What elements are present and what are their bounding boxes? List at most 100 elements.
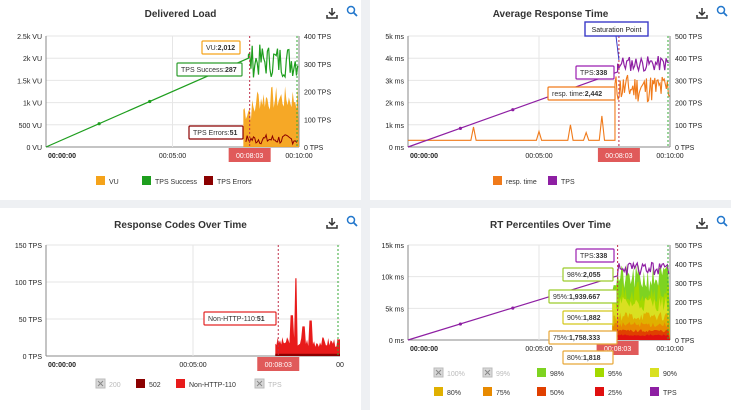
- y-tick-label: 5k ms: [385, 34, 404, 41]
- y-right-tick-label: 200 TPS: [304, 90, 331, 97]
- tooltip-p80: 80%:1,818: [567, 355, 601, 362]
- legend-label: Non-HTTP-110: [189, 382, 236, 389]
- legend-label: TPS Errors: [217, 179, 252, 186]
- x-tick-label: 00:10:00: [656, 346, 683, 353]
- legend-label: TPS: [663, 390, 677, 397]
- legend-swatch: [176, 379, 185, 388]
- data-point: [148, 99, 152, 104]
- tooltip-box: [547, 86, 616, 101]
- y-tick-label: 15k ms: [381, 243, 404, 250]
- legend-swatch: [548, 176, 557, 185]
- resp-time-line: [408, 74, 670, 141]
- tooltip-box: [575, 248, 615, 263]
- y-tick-label: 5k ms: [385, 306, 404, 313]
- y-tick-label: 0 VU: [26, 145, 42, 152]
- y-right-tick-label: 0 TPS: [675, 145, 695, 152]
- delivered-load-chart[interactable]: 0 VU 500 VU 1k VU 1.5k VU 2k VU 2.5k VU 0 TPS 1…: [0, 0, 361, 200]
- legend-swatch: [537, 387, 546, 396]
- data-point: [97, 122, 101, 126]
- x-tick-label: 00:10:00: [285, 153, 312, 160]
- x-tick-label: 00:00:00: [410, 346, 438, 353]
- x-tick-label: 00: [336, 362, 344, 369]
- y-right-tick-label: 400 TPS: [304, 34, 331, 41]
- rt-percentiles-chart[interactable]: 0 ms 5k ms 10k ms 15k ms 0 TPS 100 TPS 200 TPS…: [370, 208, 731, 410]
- tooltip-non-http-110: Non-HTTP-110:51: [208, 316, 265, 323]
- tooltip-box: [562, 350, 614, 365]
- tps-errors-line: [245, 133, 299, 146]
- legend-label: 95%: [608, 371, 622, 378]
- tooltip-box: [201, 40, 241, 55]
- cursor-time-box: [228, 148, 271, 162]
- chart-title: Response Codes Over Time: [114, 220, 247, 231]
- zoom-icon[interactable]: [345, 4, 359, 18]
- response-codes-panel: Response Codes Over Time 0 TPS 50 TPS 100 …: [0, 208, 361, 410]
- tooltip-vu: VU:2,012: [206, 45, 235, 52]
- y-tick-label: 3k ms: [385, 78, 404, 85]
- cursor-time-box: [597, 148, 640, 162]
- cursor-time-box: [257, 357, 300, 371]
- y-right-tick-label: 100 TPS: [304, 117, 331, 124]
- average-response-time-panel: Average Response Time 0 ms 1k ms 2k ms 3k m…: [370, 0, 731, 200]
- legend-label: TPS: [268, 382, 282, 389]
- legend-label: VU: [109, 179, 119, 186]
- saturation-point-label: Saturation Point: [592, 27, 642, 34]
- x-tick-label: 00:00:00: [410, 153, 438, 160]
- chart-title: Average Response Time: [492, 9, 609, 20]
- tps-line: [407, 261, 670, 341]
- x-tick-label: 00:00:00: [48, 362, 76, 369]
- y-tick-label: 2.5k VU: [17, 34, 42, 41]
- tooltip-box: [176, 62, 243, 77]
- data-point: [511, 108, 515, 112]
- data-point: [458, 322, 462, 326]
- zoom-icon[interactable]: [345, 214, 359, 228]
- y-tick-label: 100 TPS: [15, 280, 42, 287]
- legend-swatch: [483, 387, 492, 396]
- y-right-tick-label: 0 TPS: [675, 338, 695, 345]
- legend-label: 502: [149, 382, 161, 389]
- legend-disabled-icon: [484, 369, 491, 376]
- y-tick-label: 0 ms: [389, 145, 405, 152]
- zoom-icon[interactable]: [715, 4, 729, 18]
- y-tick-label: 2k ms: [385, 101, 404, 108]
- y-right-tick-label: 200 TPS: [675, 300, 702, 307]
- legend-swatch: [142, 176, 151, 185]
- saturation-connector: [615, 35, 620, 61]
- y-right-tick-label: 300 TPS: [304, 62, 331, 69]
- legend-swatch: [96, 176, 105, 185]
- legend-label: 100%: [447, 371, 465, 378]
- tooltip-box: [575, 65, 615, 80]
- y-right-tick-label: 300 TPS: [675, 281, 702, 288]
- x-tick-label: 00:05:00: [525, 346, 552, 353]
- legend-label: 50%: [550, 390, 564, 397]
- y-tick-label: 10k ms: [381, 275, 404, 282]
- legend-swatch: [204, 176, 213, 185]
- p25-area: [612, 334, 670, 340]
- tps-success-line: [45, 44, 299, 148]
- legend-disabled-icon: [256, 380, 263, 387]
- download-icon[interactable]: [325, 6, 339, 20]
- zoom-icon[interactable]: [715, 214, 729, 228]
- download-icon[interactable]: [695, 6, 709, 20]
- legend-swatch: [493, 176, 502, 185]
- legend-label: TPS: [561, 179, 575, 186]
- vu-area: [243, 86, 299, 147]
- cursor-time-label: 00:08:03: [605, 153, 632, 160]
- legend-disabled-icon: [97, 380, 104, 387]
- y-right-tick-label: 500 TPS: [675, 34, 702, 41]
- y-tick-label: 500 VU: [19, 123, 42, 130]
- y-tick-label: 1k VU: [23, 101, 42, 108]
- average-response-time-chart[interactable]: 0 ms 1k ms 2k ms 3k ms 4k ms 5k ms 0 TPS 100 TP…: [370, 0, 731, 200]
- tooltip-box: [562, 310, 614, 325]
- chart-title: RT Percentiles Over Time: [490, 220, 611, 231]
- y-tick-label: 50 TPS: [19, 317, 43, 324]
- legend-swatch: [537, 368, 546, 377]
- cursor-time-label: 00:08:03: [236, 153, 263, 160]
- legend-label: 75%: [496, 390, 510, 397]
- y-right-tick-label: 200 TPS: [675, 101, 702, 108]
- download-icon[interactable]: [695, 216, 709, 230]
- response-codes-chart[interactable]: 0 TPS 50 TPS 100 TPS 150 TPS 00:00:00 00:05:0…: [0, 208, 361, 410]
- tooltip-tps-success: TPS Success:287: [181, 67, 237, 74]
- tooltip-resp-time: resp. time:2,442: [552, 91, 602, 98]
- legend-disabled-icon: [435, 369, 442, 376]
- download-icon[interactable]: [325, 216, 339, 230]
